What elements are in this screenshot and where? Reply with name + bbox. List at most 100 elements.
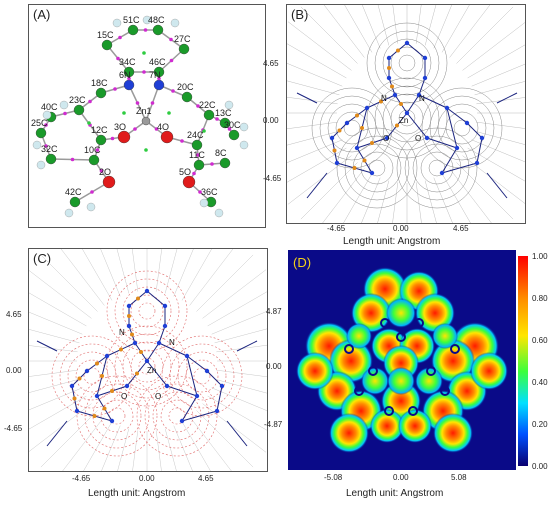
b-path-13 (466, 122, 483, 139)
b-critical-point-2 (422, 55, 428, 61)
atom-23 (193, 159, 205, 171)
b-contour-6 (335, 111, 369, 145)
b-contour-1 (390, 46, 424, 80)
c-path-19 (166, 385, 198, 397)
b-gradient-line-1 (476, 121, 525, 129)
b-gradient-line-25 (287, 96, 338, 105)
b-gradient-line-40 (441, 5, 470, 53)
density-peak-16 (370, 409, 404, 443)
c-gradient-line-9 (173, 425, 193, 471)
c-gradient-line-31 (60, 249, 105, 306)
atom-19 (191, 139, 203, 151)
ring-point-2 (202, 129, 206, 133)
c-gradient-line-23 (29, 369, 78, 377)
density-peak-20 (296, 352, 334, 390)
bcp-31 (90, 190, 94, 194)
bcp-16 (44, 144, 48, 148)
b-path-7 (406, 94, 420, 114)
bcp-18 (215, 117, 219, 121)
c-atom-zn: Zn (147, 366, 156, 375)
c-gradient-line-27 (29, 311, 83, 335)
b-path-21 (476, 137, 483, 164)
bcp-8 (113, 87, 117, 91)
colorbar (518, 256, 528, 466)
atom-2 (101, 39, 113, 51)
b-path-5 (418, 77, 426, 96)
c-critical-point-19 (214, 408, 220, 414)
b-bcp-8 (379, 99, 383, 104)
c-bcp-22 (102, 406, 107, 411)
c-gradient-line-8 (181, 421, 211, 471)
atom-label-26: 5O (179, 167, 191, 177)
b-gradient-line-45 (471, 63, 525, 87)
b-bcp-10 (355, 113, 359, 118)
c-contour-15 (138, 357, 156, 375)
c-gradient-line-42 (196, 254, 254, 312)
atom-label-14: 13C (215, 108, 232, 118)
c-bcp-18 (110, 389, 114, 393)
c-contour-7 (67, 351, 117, 401)
c-gradient-line-45 (211, 311, 267, 335)
c-gradient-line-7 (189, 416, 232, 471)
b-gradient-line-8 (441, 173, 471, 223)
atom-label-22: 10C (84, 145, 101, 155)
bcp-30 (192, 171, 196, 176)
b-critical-point-4 (422, 75, 428, 81)
c-bond-path-3 (236, 340, 258, 352)
c-critical-point-7 (144, 358, 150, 364)
c-gradient-line-44 (207, 291, 267, 327)
b-critical-point-6 (416, 92, 422, 98)
b-gradient-line-39 (433, 5, 453, 49)
c-ytick-2: 0.00 (6, 366, 22, 375)
b-gradient-line-28 (287, 43, 347, 79)
c-contour-18 (114, 333, 180, 399)
bcp-4 (169, 58, 174, 63)
c-contour-29 (136, 375, 218, 457)
b-bcp-0 (396, 48, 400, 53)
atom-1 (152, 24, 164, 36)
c-path-21 (216, 385, 223, 412)
c-bcp-8 (119, 347, 123, 352)
c-gradient-line-43 (202, 269, 267, 319)
c-critical-point-9 (184, 353, 190, 359)
c-critical-point-5 (132, 340, 138, 346)
density-minor-0 (386, 298, 416, 328)
c-atom-o1: O (121, 392, 127, 401)
b-critical-point-5 (392, 92, 398, 98)
b-path-9 (418, 94, 448, 109)
c-bond-path-0 (46, 420, 68, 447)
panel-c-contour-plot: N N Zn O O (29, 249, 267, 471)
d-xtick-1: -5.08 (324, 473, 343, 482)
hydrogen-6 (239, 140, 249, 150)
atom-22 (88, 154, 100, 166)
c-path-25 (181, 410, 218, 422)
bcp-11 (171, 89, 175, 93)
b-contour-26 (420, 151, 454, 185)
density-minor-5 (432, 323, 458, 349)
c-path-7 (146, 342, 160, 362)
c-gradient-line-37 (155, 249, 162, 292)
b-contour-12 (437, 103, 487, 153)
b-critical-point-19 (474, 160, 480, 166)
bcp-24 (180, 139, 184, 143)
b-contour-2 (382, 38, 432, 88)
c-critical-point-15 (194, 393, 200, 399)
bcp-2 (169, 37, 173, 42)
density-ring-9 (384, 406, 394, 416)
b-bond-path-3 (496, 92, 518, 104)
b-contour-16 (390, 101, 424, 135)
c-critical-point-1 (126, 303, 132, 309)
density-ring-10 (408, 406, 418, 416)
bcp-6 (127, 76, 131, 81)
b-gradient-line-9 (433, 177, 453, 223)
c-path-11 (186, 355, 208, 372)
b-gradient-line-32 (344, 5, 373, 53)
density-minor-4 (346, 323, 372, 349)
c-gradient-line-40 (181, 249, 212, 301)
atom-7 (123, 79, 135, 91)
b-contour-17 (382, 93, 432, 143)
atom-label-18: 4O (157, 122, 169, 132)
hydrogen-5 (239, 122, 249, 132)
bcp-23 (154, 127, 159, 131)
b-gradient-line-27 (287, 63, 343, 87)
